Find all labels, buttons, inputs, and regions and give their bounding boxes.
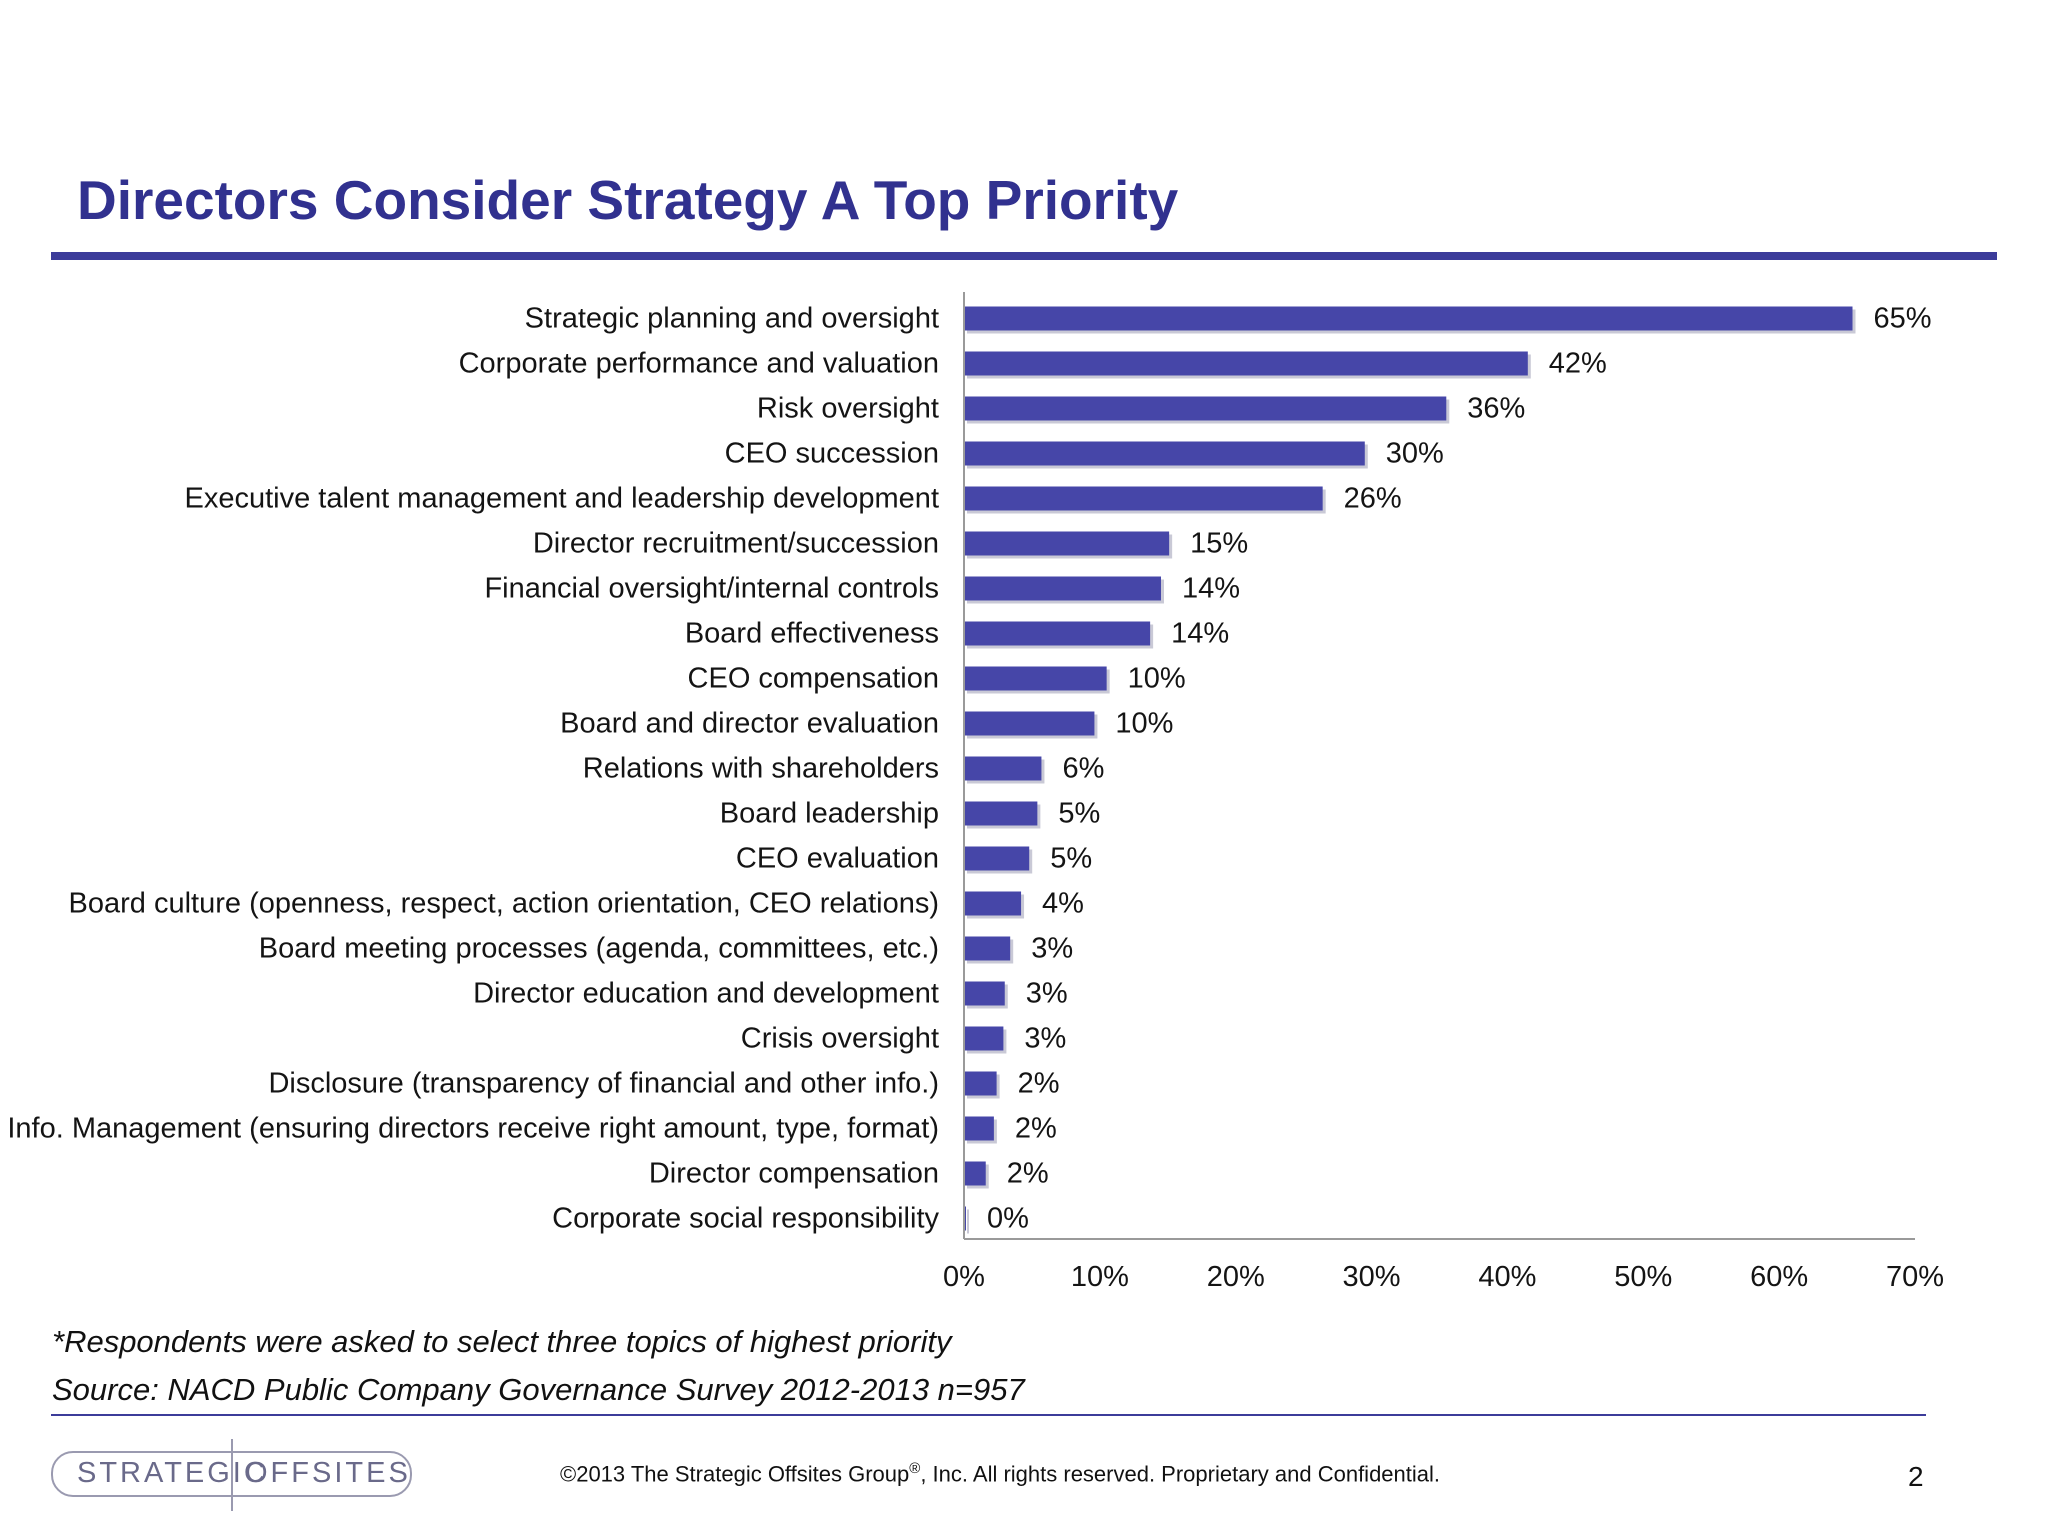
bar: [964, 981, 1005, 1006]
data-label: 10%: [1115, 708, 1173, 740]
x-tick-label: 40%: [1478, 1261, 1536, 1293]
logo-divider: [231, 1439, 233, 1511]
page-number: 2: [1908, 1461, 1924, 1492]
category-label: CEO succession: [725, 438, 939, 470]
bar: [964, 306, 1853, 331]
data-label: 36%: [1467, 393, 1525, 425]
category-label: Financial oversight/internal controls: [484, 573, 939, 605]
category-label: Executive talent management and leadersh…: [185, 483, 939, 515]
data-label: 6%: [1062, 753, 1104, 785]
data-label: 14%: [1171, 618, 1229, 650]
bar-shadow: [967, 1209, 969, 1234]
logo-text-left: STRATEGIC: [77, 1457, 268, 1489]
bar: [964, 801, 1038, 826]
data-label: 30%: [1386, 438, 1444, 470]
x-tick-label: 50%: [1614, 1261, 1672, 1293]
copyright-prefix: ©2013 The Strategic Offsites Group: [560, 1461, 910, 1487]
category-label: Board leadership: [720, 798, 939, 830]
priority-bar-chart: Strategic planning and oversight 65% Corpo…: [7, 292, 1944, 1293]
bar: [964, 1071, 997, 1096]
data-label: 3%: [1024, 1023, 1066, 1055]
bar: [964, 1116, 994, 1141]
category-label: Strategic planning and oversight: [525, 303, 939, 335]
bar: [964, 396, 1447, 421]
category-label: CEO evaluation: [736, 843, 939, 875]
category-label: Board effectiveness: [685, 618, 939, 650]
bar: [964, 576, 1161, 601]
data-label: 14%: [1182, 573, 1240, 605]
slide-title: Directors Consider Strategy A Top Priori…: [77, 169, 1179, 231]
data-label: 5%: [1058, 798, 1100, 830]
category-label: Director recruitment/succession: [533, 528, 939, 560]
bar: [964, 441, 1365, 466]
data-label: 26%: [1344, 483, 1402, 515]
category-label: Corporate social responsibility: [552, 1203, 939, 1235]
category-label: Director education and development: [473, 978, 939, 1010]
copyright-suffix: , Inc. All rights reserved. Proprietary …: [920, 1461, 1441, 1487]
bar: [964, 621, 1151, 646]
bar: [964, 486, 1323, 511]
x-tick-label: 60%: [1750, 1261, 1808, 1293]
data-label: 4%: [1042, 888, 1084, 920]
bar: [964, 891, 1022, 916]
category-label: Board and director evaluation: [560, 708, 939, 740]
data-label: 42%: [1549, 348, 1607, 380]
source-note: Source: NACD Public Company Governance S…: [52, 1372, 1025, 1407]
data-label: 2%: [1018, 1068, 1060, 1100]
bar: [964, 531, 1170, 556]
x-tick-label: 0%: [943, 1261, 985, 1293]
data-label: 2%: [1015, 1113, 1057, 1145]
bar: [964, 1026, 1004, 1051]
category-label: Board meeting processes (agenda, committ…: [259, 933, 939, 965]
data-label: 15%: [1190, 528, 1248, 560]
bar: [964, 666, 1107, 691]
data-label: 65%: [1874, 303, 1932, 335]
x-tick-label: 30%: [1343, 1261, 1401, 1293]
category-label: Info. Management (ensuring directors rec…: [7, 1113, 939, 1145]
category-label: Relations with shareholders: [583, 753, 939, 785]
bar: [964, 711, 1095, 736]
category-label: Disclosure (transparency of financial an…: [268, 1068, 939, 1100]
bar: [964, 846, 1030, 871]
x-tick-label: 70%: [1886, 1261, 1944, 1293]
bar: [964, 1161, 986, 1186]
category-label: Director compensation: [649, 1158, 939, 1190]
survey-note: *Respondents were asked to select three …: [52, 1324, 952, 1359]
data-label: 3%: [1026, 978, 1068, 1010]
x-tick-label: 10%: [1071, 1261, 1129, 1293]
bar: [964, 936, 1011, 961]
data-label: 2%: [1007, 1158, 1049, 1190]
x-tick-label: 20%: [1207, 1261, 1265, 1293]
logo-text-right: OFFSITES: [245, 1457, 411, 1489]
data-label: 5%: [1050, 843, 1092, 875]
bar: [964, 351, 1528, 376]
footer-divider: [51, 1414, 1926, 1416]
category-label: Corporate performance and valuation: [459, 348, 939, 380]
data-label: 3%: [1031, 933, 1073, 965]
bar: [964, 756, 1042, 781]
category-label: Risk oversight: [757, 393, 939, 425]
copyright-notice: ©2013 The Strategic Offsites Group®, Inc…: [560, 1460, 1440, 1487]
title-divider: [51, 252, 1997, 260]
data-label: 0%: [987, 1203, 1029, 1235]
registered-mark: ®: [909, 1460, 921, 1477]
category-label: Crisis oversight: [741, 1023, 939, 1055]
strategic-offsites-logo: STRATEGIC OFFSITES: [51, 1439, 412, 1511]
category-label: CEO compensation: [688, 663, 939, 695]
category-label: Board culture (openness, respect, action…: [69, 888, 939, 920]
data-label: 10%: [1128, 663, 1186, 695]
